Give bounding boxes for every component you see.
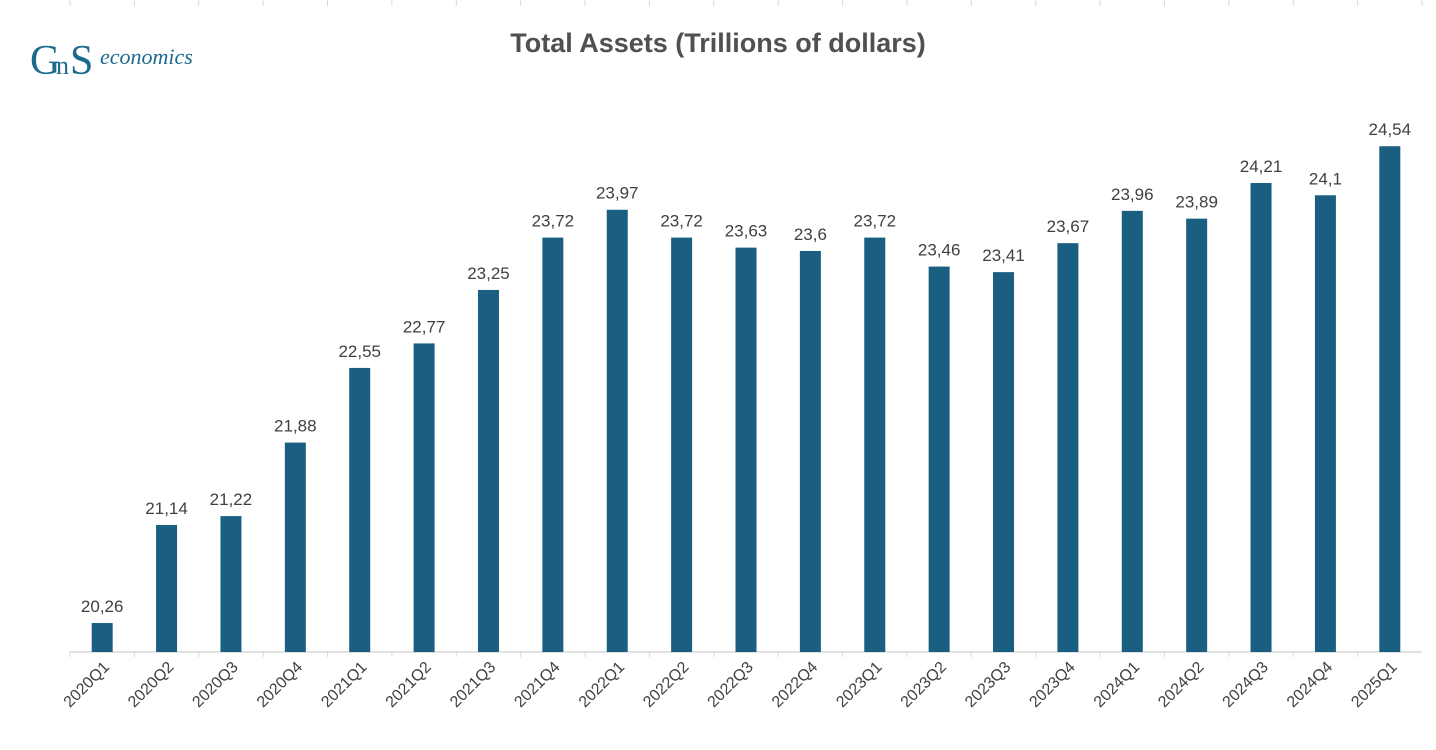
data-label-2024Q2: 23,89 <box>1175 193 1218 212</box>
data-label-2021Q4: 23,72 <box>532 212 575 231</box>
bar-2023Q4 <box>1057 243 1079 653</box>
x-tick-label-2020Q1: 2020Q1 <box>61 659 113 711</box>
data-label-2024Q4: 24,1 <box>1309 169 1342 188</box>
data-label-2024Q3: 24,21 <box>1240 157 1283 176</box>
x-tick-label-2023Q3: 2023Q3 <box>962 659 1014 711</box>
x-tick-label-2023Q1: 2023Q1 <box>833 659 885 711</box>
bar-2022Q2 <box>671 237 693 653</box>
bar-2024Q2 <box>1186 218 1208 653</box>
x-tick-label-2023Q4: 2023Q4 <box>1026 659 1078 711</box>
gns-logo-mark-icon: G n S <box>30 38 93 84</box>
x-tick-label-2020Q2: 2020Q2 <box>125 659 177 711</box>
x-tick-label-2022Q1: 2022Q1 <box>576 659 628 711</box>
data-label-2022Q4: 23,6 <box>794 225 827 244</box>
x-tick-label-2023Q2: 2023Q2 <box>898 659 950 711</box>
data-label-2021Q2: 22,77 <box>403 317 446 336</box>
x-tick-label-2020Q3: 2020Q3 <box>189 659 241 711</box>
bar-2023Q1 <box>864 237 886 653</box>
bar-2022Q1 <box>606 209 628 652</box>
bar-2023Q3 <box>993 272 1015 652</box>
data-label-2023Q1: 23,72 <box>853 212 896 231</box>
x-tick-label-2022Q4: 2022Q4 <box>769 659 821 711</box>
data-label-2023Q2: 23,46 <box>918 241 961 260</box>
data-label-2024Q1: 23,96 <box>1111 185 1154 204</box>
bar-2023Q2 <box>928 266 950 652</box>
data-label-2020Q4: 21,88 <box>274 417 317 436</box>
data-label-2022Q3: 23,63 <box>725 222 768 241</box>
bar-2025Q1 <box>1379 146 1401 652</box>
x-tick-label-2022Q2: 2022Q2 <box>640 659 692 711</box>
logo-text: economics <box>100 44 193 69</box>
x-tick-label-2024Q4: 2024Q4 <box>1284 659 1336 711</box>
x-tick-label-2020Q4: 2020Q4 <box>254 659 306 711</box>
bar-2020Q1 <box>91 623 113 652</box>
x-tick-label-2024Q1: 2024Q1 <box>1091 659 1143 711</box>
data-label-2023Q3: 23,41 <box>982 246 1025 265</box>
data-label-2022Q1: 23,97 <box>596 184 639 203</box>
data-label-2020Q1: 20,26 <box>81 597 124 616</box>
bar-2021Q2 <box>413 343 435 652</box>
x-tick-label-2022Q3: 2022Q3 <box>705 659 757 711</box>
bar-2020Q3 <box>220 516 242 652</box>
bar-2020Q4 <box>284 442 306 652</box>
svg-text:S: S <box>70 38 93 84</box>
x-tick-label-2024Q3: 2024Q3 <box>1220 659 1272 711</box>
x-tick-label-2024Q2: 2024Q2 <box>1155 659 1207 711</box>
x-tick-label-2021Q2: 2021Q2 <box>383 659 435 711</box>
data-label-2021Q3: 23,25 <box>467 264 510 283</box>
x-tick-label-2021Q3: 2021Q3 <box>447 659 499 711</box>
bar-2022Q3 <box>735 247 757 653</box>
x-tick-label-2021Q4: 2021Q4 <box>511 659 563 711</box>
data-label-2020Q2: 21,14 <box>145 499 188 518</box>
gns-logo: G n S <box>30 34 210 86</box>
data-label-2023Q4: 23,67 <box>1047 217 1090 236</box>
bar-2020Q2 <box>156 525 178 652</box>
bar-2021Q4 <box>542 237 564 653</box>
bar-2024Q1 <box>1121 210 1143 652</box>
bar-2021Q1 <box>349 367 371 652</box>
data-label-2020Q3: 21,22 <box>210 490 253 509</box>
svg-text:G: G <box>30 38 60 84</box>
bar-2024Q4 <box>1314 195 1336 652</box>
x-tick-label-2021Q1: 2021Q1 <box>318 659 370 711</box>
data-label-2021Q1: 22,55 <box>338 342 381 361</box>
bar-2024Q3 <box>1250 183 1272 653</box>
x-tick-label-2025Q1: 2025Q1 <box>1348 659 1400 711</box>
bar-2022Q4 <box>799 250 821 652</box>
svg-text:n: n <box>56 51 69 80</box>
data-label-2025Q1: 24,54 <box>1369 120 1412 139</box>
data-label-2022Q2: 23,72 <box>660 212 703 231</box>
bar-2021Q3 <box>477 289 499 652</box>
chart-title: Total Assets (Trillions of dollars) <box>510 28 926 58</box>
